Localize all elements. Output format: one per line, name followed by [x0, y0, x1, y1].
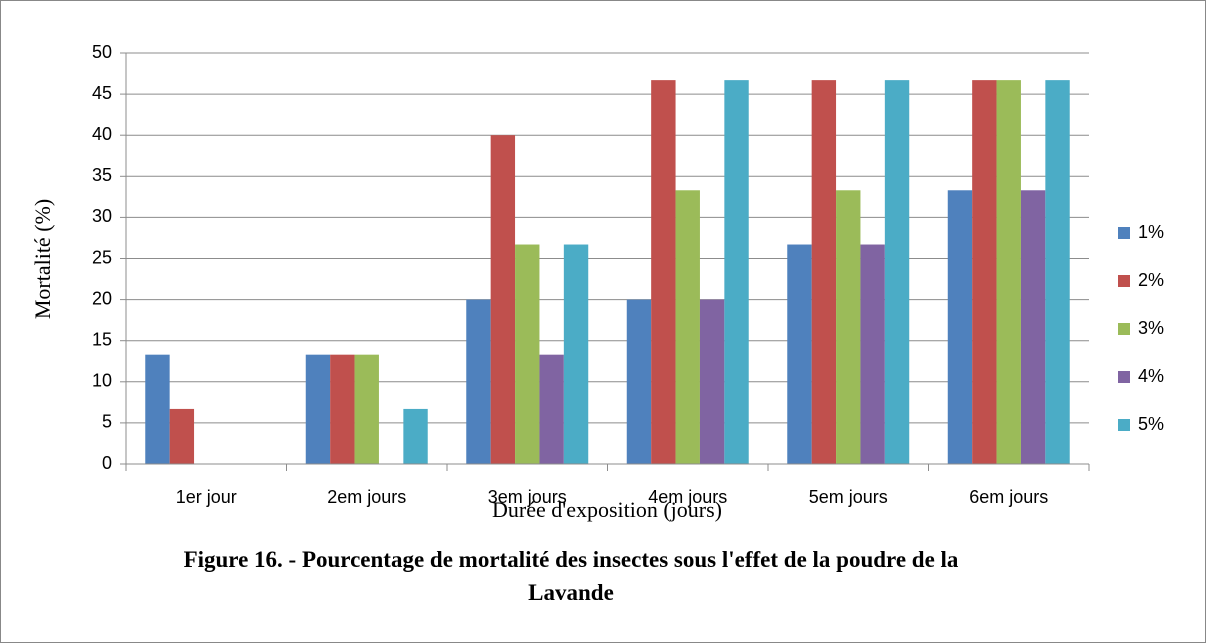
- bar: [330, 354, 355, 464]
- bar: [947, 190, 973, 465]
- bar: [403, 408, 428, 464]
- x-tick-label: 6em jours: [969, 487, 1048, 507]
- bar: [860, 244, 885, 464]
- bar: [305, 354, 331, 464]
- bar: [563, 244, 589, 464]
- legend-label: 3%: [1138, 318, 1164, 338]
- bar: [675, 190, 700, 465]
- y-tick-label: 5: [102, 412, 112, 432]
- legend-label: 5%: [1138, 414, 1164, 434]
- y-tick-label: 10: [92, 371, 112, 391]
- y-tick-label: 30: [92, 206, 112, 226]
- bar: [972, 80, 997, 464]
- x-tick-label: 2em jours: [327, 487, 406, 507]
- bar: [169, 408, 195, 464]
- legend-swatch: [1118, 323, 1130, 335]
- x-tick-label: 5em jours: [809, 487, 888, 507]
- bar: [787, 244, 812, 464]
- bar: [811, 80, 837, 464]
- legend-swatch: [1118, 227, 1130, 239]
- y-tick-label: 25: [92, 247, 112, 267]
- bar: [515, 244, 540, 464]
- bar: [699, 299, 725, 464]
- bar: [490, 135, 516, 464]
- y-tick-label: 20: [92, 288, 112, 308]
- y-tick-label: 45: [92, 83, 112, 103]
- bar: [996, 80, 1021, 464]
- bar: [884, 80, 910, 464]
- chart: Durée d'exposition (jours) Mortalité (%)…: [30, 42, 1164, 522]
- y-axis-label: Mortalité (%): [30, 199, 55, 319]
- legend-swatch: [1118, 419, 1130, 431]
- x-axis-label: Durée d'exposition (jours): [492, 497, 722, 522]
- bar: [836, 190, 861, 465]
- x-tick-label: 4em jours: [648, 487, 727, 507]
- bar: [145, 354, 170, 464]
- y-tick-label: 50: [92, 42, 112, 62]
- bar: [724, 80, 749, 464]
- x-tick-label: 1er jour: [176, 487, 237, 507]
- legend-label: 1%: [1138, 222, 1164, 242]
- y-tick-label: 35: [92, 165, 112, 185]
- bar: [1045, 80, 1070, 464]
- bar: [626, 299, 652, 464]
- legend-swatch: [1118, 371, 1130, 383]
- legend-swatch: [1118, 275, 1130, 287]
- chart-title: Figure 16. - Pourcentage de mortalité de…: [183, 547, 959, 605]
- legend-label: 2%: [1138, 270, 1164, 290]
- bar: [466, 299, 491, 464]
- y-tick-label: 0: [102, 453, 112, 473]
- bar: [354, 354, 379, 464]
- bar: [539, 354, 564, 464]
- bar: [651, 80, 676, 464]
- legend-label: 4%: [1138, 366, 1164, 386]
- x-tick-label: 3em jours: [488, 487, 567, 507]
- y-tick-label: 15: [92, 329, 112, 349]
- y-tick-label: 40: [92, 124, 112, 144]
- bar: [1020, 190, 1046, 465]
